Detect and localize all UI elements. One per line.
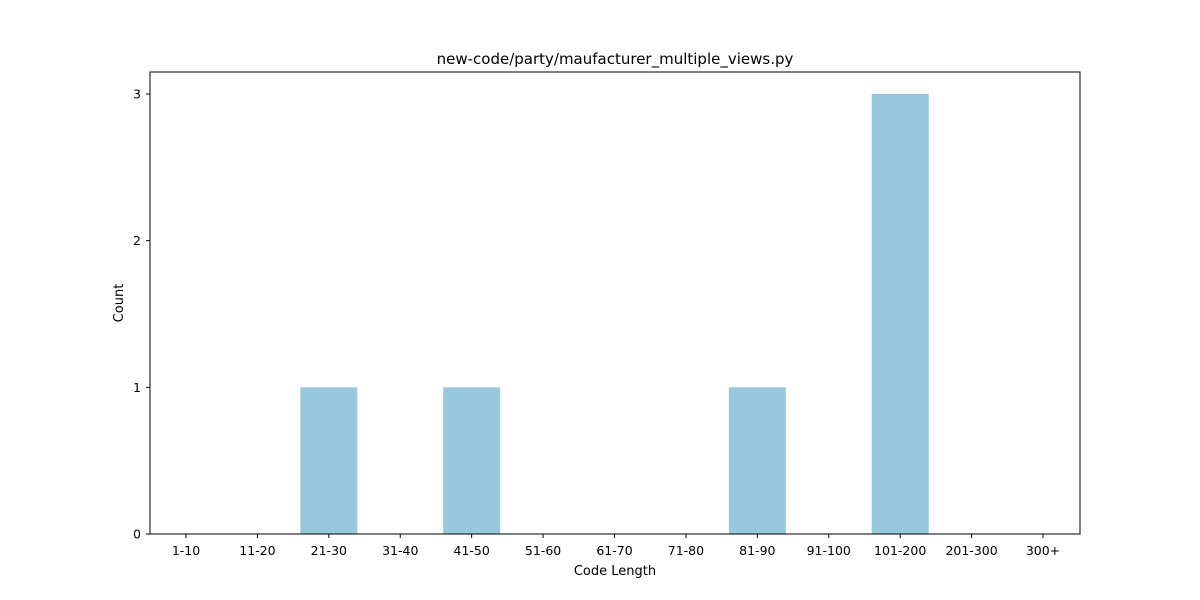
y-axis-ticks: 0 1 2 3	[133, 87, 150, 542]
chart-title: new-code/party/maufacturer_multiple_view…	[437, 50, 794, 69]
y-axis-label: Count	[112, 284, 127, 323]
x-tick-label: 101-200	[874, 543, 926, 558]
x-tick-label: 21-30	[311, 543, 347, 558]
x-tick-label: 41-50	[454, 543, 490, 558]
x-tick-label: 11-20	[239, 543, 275, 558]
x-tick-label: 300+	[1026, 543, 1060, 558]
x-tick-label: 31-40	[382, 543, 418, 558]
bars-group	[300, 94, 929, 534]
x-tick-label: 71-80	[668, 543, 704, 558]
y-tick-label: 0	[133, 527, 141, 542]
x-tick-label: 91-100	[807, 543, 851, 558]
plot-frame	[149, 71, 1081, 535]
x-tick-label: 51-60	[525, 543, 561, 558]
y-tick-label: 1	[133, 380, 141, 395]
bar-81-90	[728, 387, 786, 534]
x-tick-label: 201-300	[945, 543, 997, 558]
x-tick-label: 61-70	[596, 543, 632, 558]
x-tick-label: 1-10	[172, 543, 200, 558]
x-axis-label: Code Length	[574, 564, 656, 579]
x-tick-label: 81-90	[739, 543, 775, 558]
bar-101-200	[871, 94, 929, 534]
y-tick-label: 3	[133, 87, 141, 102]
bar-41-50	[443, 387, 501, 534]
x-axis-ticks: 1-10 11-20 21-30 31-40 41-50 51-60 61-70 71-80 8…	[172, 534, 1060, 558]
bar-21-30	[300, 387, 358, 534]
y-tick-label: 2	[133, 233, 141, 248]
